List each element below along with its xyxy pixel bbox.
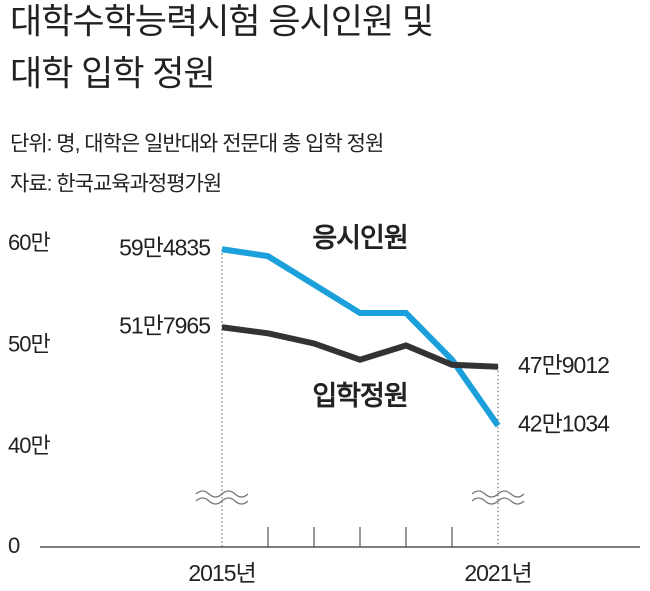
- value-label: 51만7965: [119, 312, 210, 338]
- axis-break: [471, 497, 525, 505]
- y-tick-label: 40만: [8, 433, 50, 458]
- x-tick-label: 2015년: [188, 560, 255, 586]
- value-label: 47만9012: [518, 352, 609, 378]
- subtitle: 자료: 한국교육과정평가원: [10, 173, 221, 196]
- value-label: 59만4835: [119, 234, 210, 260]
- chart-title: 대학 입학 정원: [10, 54, 215, 93]
- value-label: 42만1034: [518, 411, 610, 437]
- y-tick-label: 0: [8, 533, 20, 558]
- x-tick-label: 2021년: [464, 560, 531, 586]
- legend-label: 응시인원: [312, 223, 407, 253]
- legend-label: 입학정원: [312, 381, 407, 411]
- y-tick-label: 60만: [8, 230, 50, 255]
- series-line: [221, 324, 499, 370]
- axis-break: [195, 497, 249, 505]
- y-tick-label: 50만: [8, 331, 50, 356]
- axis-break: [471, 490, 525, 498]
- series-line: [221, 246, 501, 428]
- subtitle: 단위: 명, 대학은 일반대와 전문대 총 입학 정원: [10, 133, 383, 156]
- chart-title: 대학수학능력시험 응시인원 및: [10, 2, 433, 41]
